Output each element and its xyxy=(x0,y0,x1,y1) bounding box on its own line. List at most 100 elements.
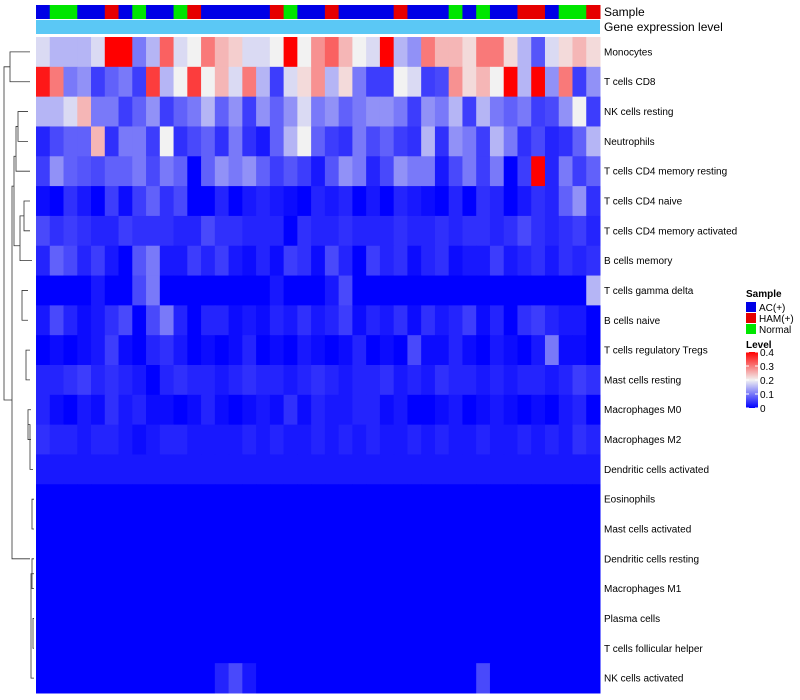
heatmap-cell xyxy=(91,186,106,217)
heatmap-cell xyxy=(311,663,326,694)
heatmap-cell xyxy=(558,245,573,277)
heatmap-cell xyxy=(269,633,285,664)
heatmap-cell xyxy=(393,335,408,366)
heatmap-cell xyxy=(489,454,505,485)
sample-cell-6 xyxy=(118,5,133,19)
heatmap-cell xyxy=(434,365,450,396)
heatmap-cell xyxy=(531,603,546,634)
heatmap-cell xyxy=(104,633,120,664)
heatmap-cell xyxy=(434,603,450,634)
dendrogram-branch xyxy=(19,215,32,262)
heatmap-cell xyxy=(63,275,78,306)
heatmap-cell xyxy=(352,514,367,545)
heatmap-cell xyxy=(242,633,257,664)
dendrogram-branch xyxy=(13,155,20,247)
heatmap-cell xyxy=(586,275,601,306)
heatmap-cell xyxy=(146,365,161,396)
heatmap-cell xyxy=(489,126,505,157)
heatmap-cell xyxy=(146,663,161,694)
heatmap-cell xyxy=(242,215,257,247)
heatmap-cell xyxy=(201,156,216,187)
heatmap-cell xyxy=(558,663,573,694)
level-tick-label: 0 xyxy=(760,404,766,415)
heatmap-cell xyxy=(338,126,353,157)
heatmap-cell xyxy=(228,245,243,277)
heatmap-cell xyxy=(503,573,518,605)
legend-swatch-normal xyxy=(746,324,756,334)
heatmap-cell xyxy=(324,245,340,277)
heatmap-cell xyxy=(517,96,532,127)
heatmap-cell xyxy=(558,603,573,634)
heatmap-cell xyxy=(63,215,78,247)
heatmap-cell xyxy=(242,573,257,605)
heatmap-cell xyxy=(132,633,147,664)
row-dendrogram xyxy=(3,51,34,679)
heatmap-cell xyxy=(407,245,422,277)
heatmap-cell xyxy=(366,215,381,247)
heatmap-cell xyxy=(104,543,120,575)
heatmap-cell xyxy=(63,663,78,694)
heatmap-cell xyxy=(201,454,216,485)
dendrogram-branch xyxy=(15,126,30,172)
heatmap-cell xyxy=(242,37,257,68)
heatmap-cell xyxy=(187,66,202,98)
heatmap-cell xyxy=(104,186,120,217)
heatmap-cell xyxy=(338,335,353,366)
row-label: B cells memory xyxy=(604,256,672,267)
heatmap-cell xyxy=(586,186,601,217)
heatmap-cell xyxy=(434,156,450,187)
heatmap-cell xyxy=(476,603,491,634)
heatmap-cell xyxy=(352,633,367,664)
heatmap-cell xyxy=(462,633,477,664)
heatmap-cell xyxy=(572,543,587,575)
heatmap-cell xyxy=(132,543,147,575)
heatmap-cell xyxy=(324,484,340,515)
sample-cell-20 xyxy=(311,5,326,19)
heatmap-cell xyxy=(269,305,285,336)
heatmap-cell xyxy=(132,126,147,157)
heatmap-cell xyxy=(201,37,216,68)
heatmap-cell xyxy=(448,484,463,515)
heatmap-cell xyxy=(489,603,505,634)
heatmap-cell xyxy=(352,96,367,127)
heatmap-cell xyxy=(531,275,546,306)
heatmap-cell xyxy=(531,484,546,515)
heatmap-cell xyxy=(283,96,298,127)
row-label: Dendritic cells activated xyxy=(604,465,709,476)
heatmap-cell xyxy=(476,66,491,98)
heatmap-cell xyxy=(434,275,450,306)
heatmap-cell xyxy=(159,335,175,366)
heatmap-cell xyxy=(173,514,188,545)
sample-cell-28 xyxy=(421,5,436,19)
heatmap-cell xyxy=(544,663,560,694)
heatmap-cell xyxy=(421,335,436,366)
heatmap-cell xyxy=(379,573,395,605)
heatmap-cell xyxy=(531,335,546,366)
heatmap-cell xyxy=(352,156,367,187)
heatmap-cell xyxy=(269,394,285,426)
heatmap-cell xyxy=(118,96,133,127)
heatmap-cell xyxy=(283,514,298,545)
dendrogram-branch xyxy=(21,290,28,321)
heatmap-cell xyxy=(49,365,65,396)
heatmap-cell xyxy=(104,156,120,187)
heatmap-cell xyxy=(462,96,477,127)
heatmap-cell xyxy=(187,215,202,247)
heatmap-cell xyxy=(49,305,65,336)
heatmap-cell xyxy=(36,275,51,306)
heatmap-cell xyxy=(462,514,477,545)
heatmap-cell xyxy=(201,633,216,664)
heatmap-cell xyxy=(421,633,436,664)
heatmap-cell xyxy=(132,603,147,634)
heatmap-cell xyxy=(201,514,216,545)
heatmap-cell xyxy=(393,96,408,127)
heatmap-cell xyxy=(434,186,450,217)
heatmap-cell xyxy=(462,394,477,426)
heatmap-cell xyxy=(517,275,532,306)
heatmap-cell xyxy=(104,37,120,68)
heatmap-cell xyxy=(36,484,51,515)
heatmap-cell xyxy=(256,484,271,515)
heatmap-cell xyxy=(283,394,298,426)
heatmap-cell xyxy=(489,186,505,217)
heatmap-cell xyxy=(297,335,312,366)
